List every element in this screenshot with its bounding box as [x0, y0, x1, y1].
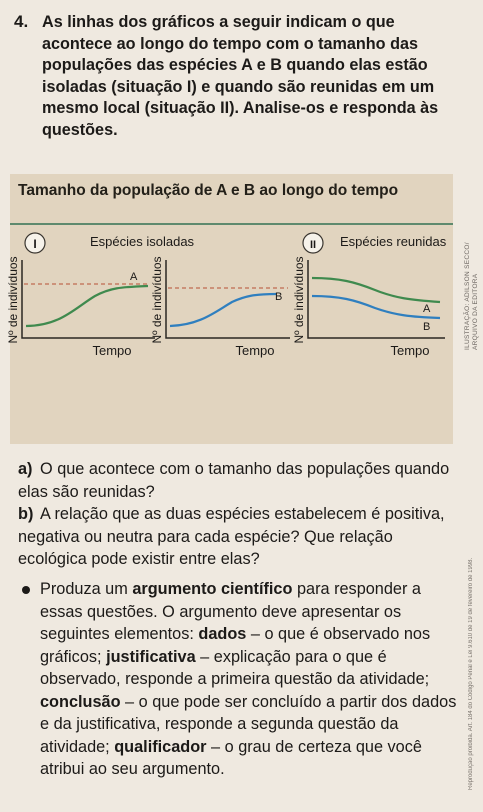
graph1-xlabel: Tempo [92, 343, 131, 358]
bullet-bold-qualificador: qualificador [114, 737, 207, 756]
badge-II-circle [302, 232, 324, 254]
question-number: 4. [14, 12, 29, 31]
graph3-label-B: B [423, 321, 430, 333]
item-a-text: O que acontece com o tamanho das populaç… [18, 460, 450, 501]
bullet-text-1: Produza um [40, 580, 133, 598]
item-a-letter: a) [18, 460, 33, 478]
item-b-text1: A relação que as duas espécies estabelec… [18, 505, 445, 546]
item-b-letter: b) [18, 505, 34, 523]
bullet-bold-dados: dados [198, 625, 247, 643]
graph3-label-A: A [423, 303, 431, 315]
bullet-bold-argumento: argumento científico [132, 580, 293, 598]
graph2-axes [165, 260, 290, 339]
item-a: a) O que acontece com o tamanho das popul… [18, 458, 458, 503]
bullet-icon [22, 586, 30, 594]
graph2-ylabel: Nº de indivíduos [150, 256, 164, 343]
badge-II-text: II [310, 239, 316, 251]
graph3-axes [307, 260, 445, 339]
badge-I-circle [24, 232, 46, 254]
graph3-ylabel: Nº de indivíduos [292, 256, 306, 343]
graph1-axes [21, 260, 155, 339]
item-b: b) A relação que as duas espécies estabel… [18, 503, 458, 571]
graph3-xlabel: Tempo [390, 343, 429, 358]
graph1-label-A: A [130, 271, 138, 283]
bullet-text-3: – o que é observado nos gráficos; [40, 625, 431, 666]
question-text: As linhas dos gráficos a seguir indicam … [42, 13, 439, 139]
situation-I-label: Espécies isoladas [90, 234, 195, 249]
legal-notice: Reprodução proibida. Art. 184 do Código … [468, 557, 474, 790]
graph1-ylabel: Nº de indivíduos [6, 256, 20, 343]
graph3-line-A [311, 276, 441, 304]
argument-instructions: Produza um argumento científico para res… [22, 578, 460, 781]
illustration-credit: ILUSTRAÇÃO: ADILSON SECCO/ ARQUIVO DA ED… [464, 242, 479, 350]
bullet-bold-conclusao: conclusão [40, 692, 121, 711]
graph1-line-A [25, 284, 149, 328]
graph2-line-B [169, 292, 277, 328]
bullet-text-2: para responder a essas questões. O argum… [40, 580, 421, 643]
bullet-text-6: – o grau de certeza que você atribui ao … [40, 737, 422, 779]
graph3-line-B [311, 294, 441, 320]
graph2-xlabel: Tempo [235, 343, 274, 358]
item-b-text2: Que relação ecológica pode existir entre… [18, 527, 393, 569]
figure-title-divider [10, 223, 453, 225]
population-graphs: I Espécies isoladas II Espécies reunidas… [6, 232, 447, 358]
bullet-bold-justificativa: justificativa [106, 647, 196, 666]
bullet-text-5: – o que pode ser concluído a partir dos … [40, 692, 457, 756]
situation-II-label: Espécies reunidas [340, 234, 447, 249]
bullet-text-4: – explicação para o que é observado, res… [40, 647, 430, 689]
badge-I-text: I [33, 237, 36, 251]
graph2-label-B: B [275, 291, 282, 303]
figure-title: Tamanho da população de A e B ao longo d… [18, 182, 399, 199]
